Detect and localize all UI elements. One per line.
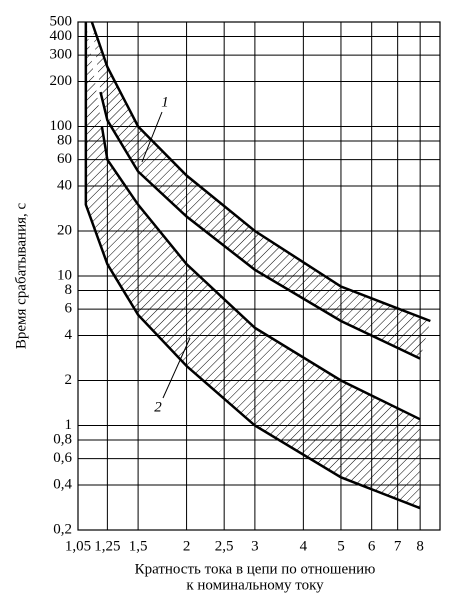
y-tick-label: 1 — [65, 417, 73, 433]
y-tick-label: 500 — [50, 13, 73, 29]
y-tick-label: 200 — [50, 73, 73, 89]
y-tick-label: 400 — [50, 28, 73, 44]
x-tick-label: 4 — [300, 538, 308, 554]
x-tick-label: 6 — [368, 538, 376, 554]
y-tick-label: 4 — [65, 327, 73, 343]
leader-line — [162, 337, 191, 399]
x-tick-label: 1,5 — [129, 538, 148, 554]
y-tick-label: 300 — [50, 47, 73, 63]
x-tick-label: 2 — [183, 538, 191, 554]
band-label: 2 — [154, 399, 162, 415]
lower-curve — [99, 91, 421, 360]
x-tick-label: 7 — [394, 538, 402, 554]
x-tick-label: 1,25 — [94, 538, 120, 554]
y-tick-label: 0,8 — [53, 431, 72, 447]
x-tick-label: 8 — [416, 538, 424, 554]
y-tick-label: 80 — [57, 132, 72, 148]
upper-curve — [90, 21, 431, 323]
upper-curve — [100, 126, 421, 421]
y-axis-title: Время срабатывания, с — [13, 203, 29, 350]
y-tick-label: 40 — [57, 177, 72, 193]
y-tick-label: 6 — [65, 301, 73, 317]
x-tick-label: 3 — [251, 538, 259, 554]
x-tick-label: 1,05 — [65, 538, 91, 554]
x-tick-label: 5 — [337, 538, 345, 554]
y-tick-label: 0,6 — [53, 450, 72, 466]
y-tick-label: 100 — [50, 118, 73, 134]
band-area — [85, 22, 421, 509]
y-tick-label: 20 — [57, 222, 72, 238]
y-tick-label: 60 — [57, 151, 72, 167]
y-tick-label: 0,4 — [53, 476, 72, 492]
y-tick-label: 0,2 — [53, 521, 72, 537]
y-tick-label: 2 — [65, 372, 73, 388]
y-tick-label: 10 — [57, 267, 72, 283]
band-label: 1 — [161, 94, 169, 110]
x-axis-title: Кратность тока в цепи по отношению — [135, 561, 376, 577]
plot-frame — [77, 21, 441, 531]
x-axis-title: к номинальному току — [186, 577, 324, 593]
y-tick-label: 8 — [65, 282, 73, 298]
leader-line — [141, 111, 163, 163]
x-tick-label: 2,5 — [215, 538, 234, 554]
lower-curve — [84, 22, 421, 510]
